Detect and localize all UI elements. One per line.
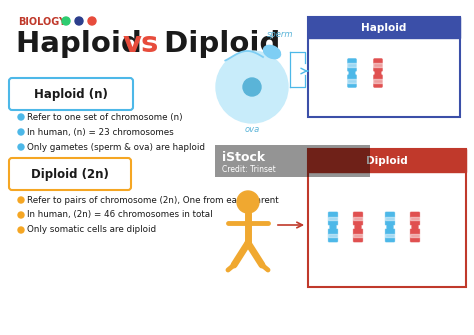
Bar [385,217,395,220]
FancyBboxPatch shape [353,211,363,226]
Bar [308,17,460,38]
Bar [215,145,370,177]
Text: Haploid (n): Haploid (n) [34,87,108,100]
Bar [347,79,357,83]
FancyBboxPatch shape [373,58,383,72]
Circle shape [375,70,381,76]
FancyBboxPatch shape [9,78,133,110]
Bar [353,217,363,220]
Text: BIOLOGY: BIOLOGY [18,17,66,27]
Text: Refer to pairs of chromosome (2n), One from each parent: Refer to pairs of chromosome (2n), One f… [27,196,279,204]
Bar [308,149,466,287]
FancyBboxPatch shape [385,211,395,226]
Text: Haploid: Haploid [361,22,407,32]
Circle shape [18,197,24,203]
Circle shape [387,224,393,230]
Bar [328,233,338,237]
Circle shape [216,51,288,123]
Text: Refer to one set of chromosome (n): Refer to one set of chromosome (n) [27,113,182,122]
FancyBboxPatch shape [347,74,357,88]
Text: Only somatic cells are diploid: Only somatic cells are diploid [27,225,156,234]
Bar [373,79,383,83]
Circle shape [18,129,24,135]
Text: Haploid: Haploid [16,30,152,58]
Bar [410,233,420,237]
Bar [385,233,395,237]
Text: vs: vs [123,30,159,58]
Text: Diploid (2n): Diploid (2n) [31,168,109,181]
Text: Only gametes (sperm & ova) are haploid: Only gametes (sperm & ova) are haploid [27,142,205,151]
Text: Diploid: Diploid [366,155,408,165]
Circle shape [18,227,24,233]
Circle shape [330,224,336,230]
Text: Diploid: Diploid [154,30,281,58]
Text: iStock: iStock [222,150,265,163]
FancyBboxPatch shape [347,58,357,72]
Circle shape [75,17,83,25]
FancyBboxPatch shape [373,74,383,88]
Circle shape [349,70,355,76]
Circle shape [88,17,96,25]
FancyBboxPatch shape [353,228,363,243]
Text: sperm: sperm [267,30,293,39]
FancyBboxPatch shape [410,228,420,243]
Bar [410,217,420,220]
Bar [308,17,460,117]
Circle shape [412,224,418,230]
Circle shape [243,78,261,96]
Bar [308,149,466,172]
Text: ova: ova [245,125,260,134]
FancyBboxPatch shape [385,228,395,243]
Text: In human, (n) = 23 chromosomes: In human, (n) = 23 chromosomes [27,128,174,136]
FancyBboxPatch shape [410,211,420,226]
Circle shape [18,212,24,218]
Circle shape [18,144,24,150]
Text: Credit: Trinset: Credit: Trinset [222,164,276,174]
Bar [347,63,357,67]
Ellipse shape [264,45,281,59]
FancyBboxPatch shape [9,158,131,190]
FancyBboxPatch shape [328,228,338,243]
Circle shape [355,224,361,230]
Bar [353,233,363,237]
Circle shape [62,17,70,25]
Circle shape [18,114,24,120]
Bar [328,217,338,220]
Bar [373,63,383,67]
Text: In human, (2n) = 46 chromosomes in total: In human, (2n) = 46 chromosomes in total [27,210,213,219]
FancyBboxPatch shape [328,211,338,226]
Circle shape [237,191,259,213]
